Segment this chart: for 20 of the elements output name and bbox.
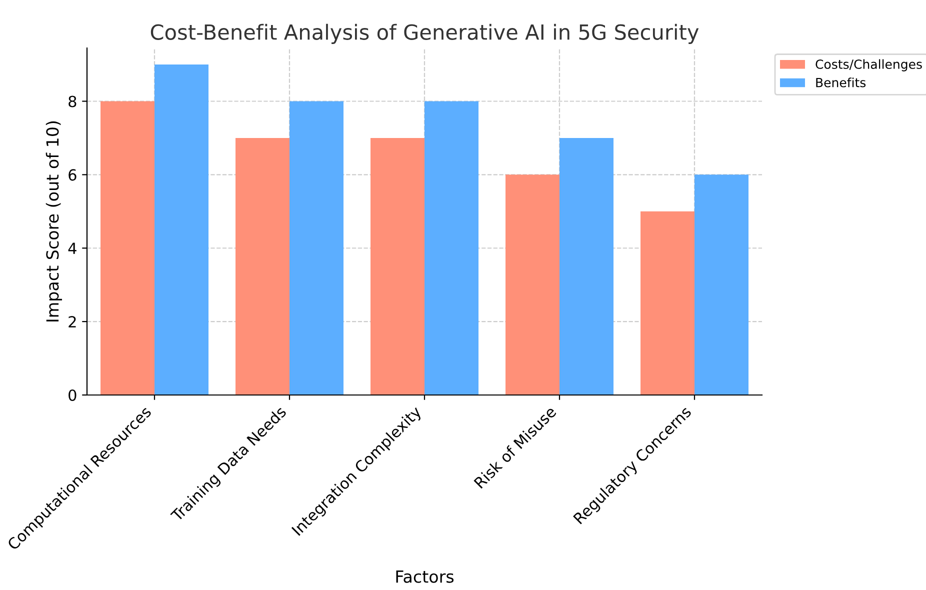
bar xyxy=(100,101,154,395)
chart-title: Cost-Benefit Analysis of Generative AI in 5G Security xyxy=(150,24,699,44)
bar xyxy=(694,174,748,395)
y-tick-label: 6 xyxy=(68,169,76,181)
legend-label: Benefits xyxy=(816,78,866,88)
legend-label: Costs/Challenges xyxy=(816,59,922,72)
bar xyxy=(640,211,694,395)
bar xyxy=(370,138,424,395)
y-tick-label: 8 xyxy=(68,96,76,108)
bar xyxy=(424,101,478,395)
bar xyxy=(154,64,208,395)
bar xyxy=(290,101,344,395)
y-tick-label: 0 xyxy=(68,389,76,402)
y-tick-label: 2 xyxy=(68,316,76,328)
y-tick-label: 4 xyxy=(68,242,76,254)
bar xyxy=(236,138,290,395)
bar xyxy=(560,138,614,395)
x-axis-title: Factors xyxy=(396,570,454,583)
bar xyxy=(506,174,560,395)
y-axis-title: Impact Score (out of 10) xyxy=(46,121,62,322)
